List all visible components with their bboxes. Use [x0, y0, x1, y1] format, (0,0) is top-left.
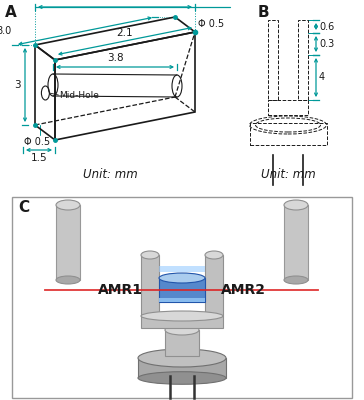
Bar: [298, 20, 308, 100]
Bar: [159, 278, 205, 302]
Text: 8.0: 8.0: [0, 26, 12, 36]
Text: B: B: [258, 5, 270, 20]
Text: 4: 4: [319, 72, 325, 82]
Text: 0.3: 0.3: [319, 39, 334, 49]
Text: Unit: mm: Unit: mm: [261, 168, 315, 182]
Bar: [141, 255, 159, 316]
Bar: [268, 100, 308, 115]
Text: Mid-Hole: Mid-Hole: [59, 92, 99, 100]
Bar: [284, 205, 308, 280]
Text: AMR2: AMR2: [221, 283, 266, 297]
Ellipse shape: [56, 276, 80, 284]
Ellipse shape: [284, 200, 308, 210]
Text: Unit: mm: Unit: mm: [83, 168, 137, 182]
Bar: [141, 316, 223, 328]
Text: A: A: [5, 5, 17, 20]
Text: 0.6: 0.6: [319, 22, 334, 32]
Text: 2.1: 2.1: [117, 28, 133, 38]
Text: 3: 3: [14, 80, 21, 90]
Bar: [56, 205, 80, 280]
Bar: [268, 20, 278, 100]
Bar: [159, 266, 205, 272]
Text: AMR1: AMR1: [98, 283, 143, 297]
Ellipse shape: [138, 349, 226, 367]
Bar: [12, 197, 352, 398]
Text: 3.8: 3.8: [107, 53, 123, 63]
Ellipse shape: [138, 372, 226, 384]
Text: 7.6: 7.6: [107, 0, 123, 2]
Ellipse shape: [205, 251, 223, 259]
Text: Φ 0.5: Φ 0.5: [24, 137, 50, 147]
Bar: [249, 123, 327, 145]
Text: Φ 0.5: Φ 0.5: [198, 19, 224, 29]
Ellipse shape: [159, 273, 205, 283]
Ellipse shape: [56, 200, 80, 210]
Text: C: C: [18, 200, 29, 215]
Ellipse shape: [165, 325, 199, 335]
Bar: [138, 358, 226, 378]
Bar: [205, 255, 223, 316]
Bar: [159, 298, 205, 302]
Ellipse shape: [141, 311, 223, 321]
Text: 1.5: 1.5: [31, 153, 47, 163]
Bar: [165, 330, 199, 356]
Ellipse shape: [284, 276, 308, 284]
Ellipse shape: [141, 251, 159, 259]
